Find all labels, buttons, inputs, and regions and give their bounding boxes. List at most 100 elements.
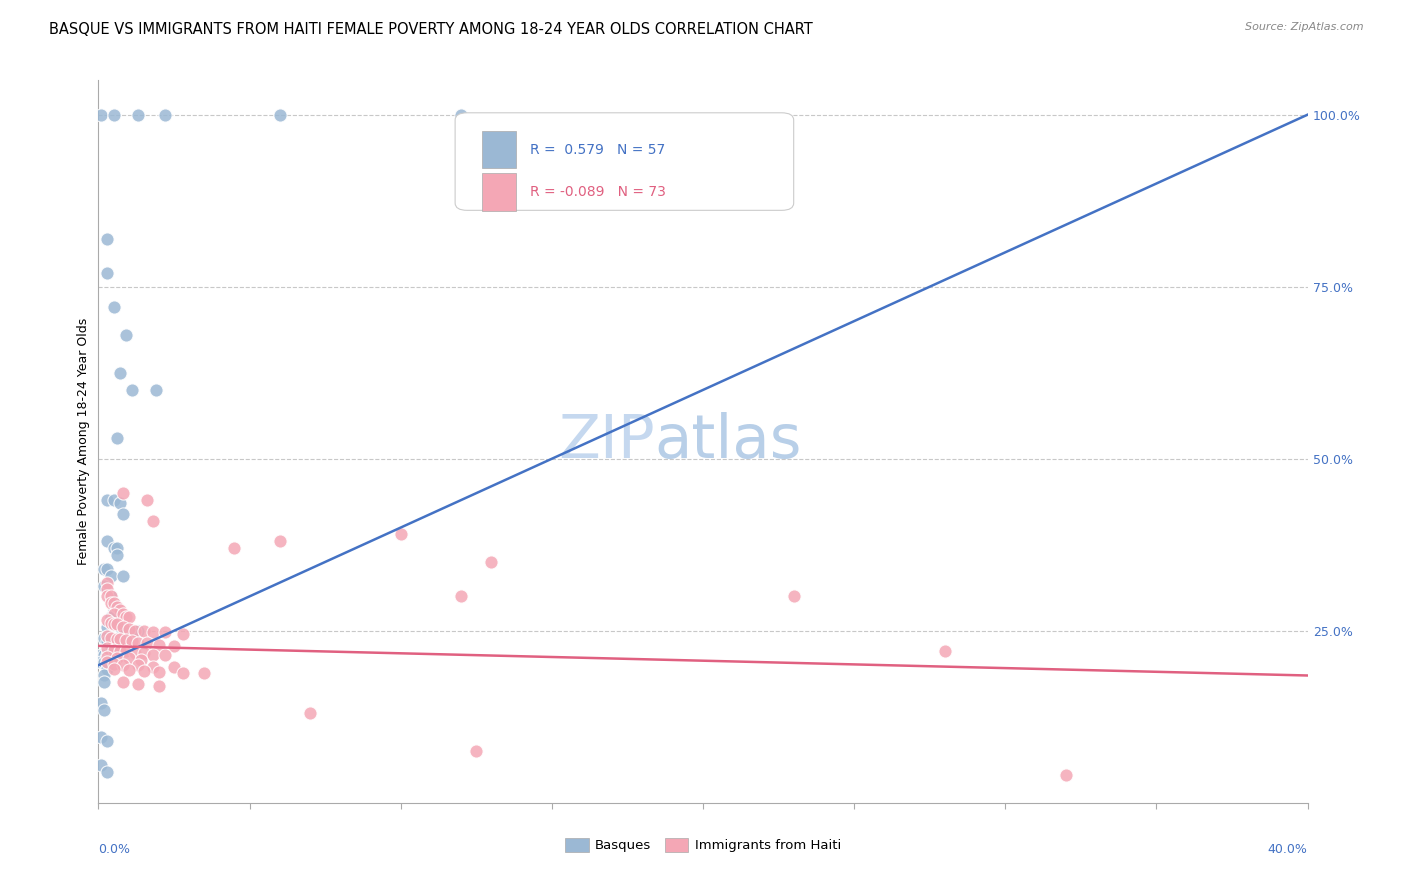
Point [93,579,115,593]
Point [142,625,165,640]
Point [100,610,122,624]
Point [103,108,125,122]
Point [118,623,141,637]
Point [96,562,118,576]
Point [111,675,134,690]
Point [132,664,155,678]
Point [108,632,131,646]
Point [269,534,291,549]
Point [111,620,134,634]
Point [114,610,136,624]
Point [103,493,125,508]
Point [108,603,131,617]
Point [103,643,125,657]
Point [103,541,125,556]
Point [127,624,149,638]
Point [145,383,167,397]
Point [93,655,115,669]
Point [118,663,141,677]
Text: BASQUE VS IMMIGRANTS FROM HAITI FEMALE POVERTY AMONG 18-24 YEAR OLDS CORRELATION: BASQUE VS IMMIGRANTS FROM HAITI FEMALE P… [49,22,813,37]
Point [96,655,118,669]
Point [142,514,165,528]
Point [172,627,194,641]
Point [127,677,149,691]
Point [114,327,136,342]
Point [100,648,122,662]
Text: R = -0.089   N = 73: R = -0.089 N = 73 [530,186,666,199]
Point [135,636,157,650]
Point [90,758,112,772]
Point [153,625,176,640]
Bar [482,173,516,211]
Point [163,639,186,653]
Point [153,108,176,122]
Text: ZIP: ZIP [558,412,655,471]
Point [114,644,136,658]
Point [148,679,170,693]
Point [96,575,118,590]
Point [121,383,143,397]
Point [96,764,118,779]
Point [118,610,141,624]
Point [103,607,125,621]
Point [111,607,134,621]
Point [111,486,134,500]
Y-axis label: Female Poverty Among 18-24 Year Olds: Female Poverty Among 18-24 Year Olds [77,318,90,566]
Point [96,734,118,748]
Point [96,590,118,604]
Point [103,616,125,631]
Point [90,696,112,710]
Point [108,620,131,634]
Point [127,658,149,673]
Point [103,603,125,617]
Point [100,590,122,604]
Point [481,555,503,569]
Point [105,599,128,614]
Point [118,651,141,665]
Point [93,631,115,645]
Point [96,634,118,648]
Point [153,648,176,662]
Point [96,534,118,549]
Point [105,541,128,556]
Point [96,662,118,676]
Legend: Basques, Immigrants from Haiti: Basques, Immigrants from Haiti [560,833,846,857]
Point [90,731,112,745]
Point [105,616,128,631]
Point [93,703,115,717]
Point [142,659,165,673]
Point [93,562,115,576]
Point [269,108,291,122]
Point [148,638,170,652]
Point [100,568,122,582]
Point [224,541,246,556]
Point [172,666,194,681]
Point [96,655,118,669]
FancyBboxPatch shape [456,112,793,211]
Point [114,624,136,638]
Point [108,496,131,510]
Point [193,666,215,681]
Point [299,706,322,721]
Point [96,629,118,643]
Point [121,634,143,648]
Point [100,640,122,655]
Point [389,527,412,541]
Text: 40.0%: 40.0% [1268,843,1308,855]
Point [111,507,134,521]
Point [105,548,128,562]
Point [103,596,125,610]
Point [105,431,128,445]
Point [96,266,118,280]
Point [142,648,165,662]
Point [93,675,115,690]
Point [93,648,115,662]
Point [450,590,472,604]
Point [90,108,112,122]
Point [465,744,488,758]
Point [105,651,128,665]
Point [96,582,118,597]
Point [127,108,149,122]
Point [100,590,122,604]
Point [96,648,118,662]
